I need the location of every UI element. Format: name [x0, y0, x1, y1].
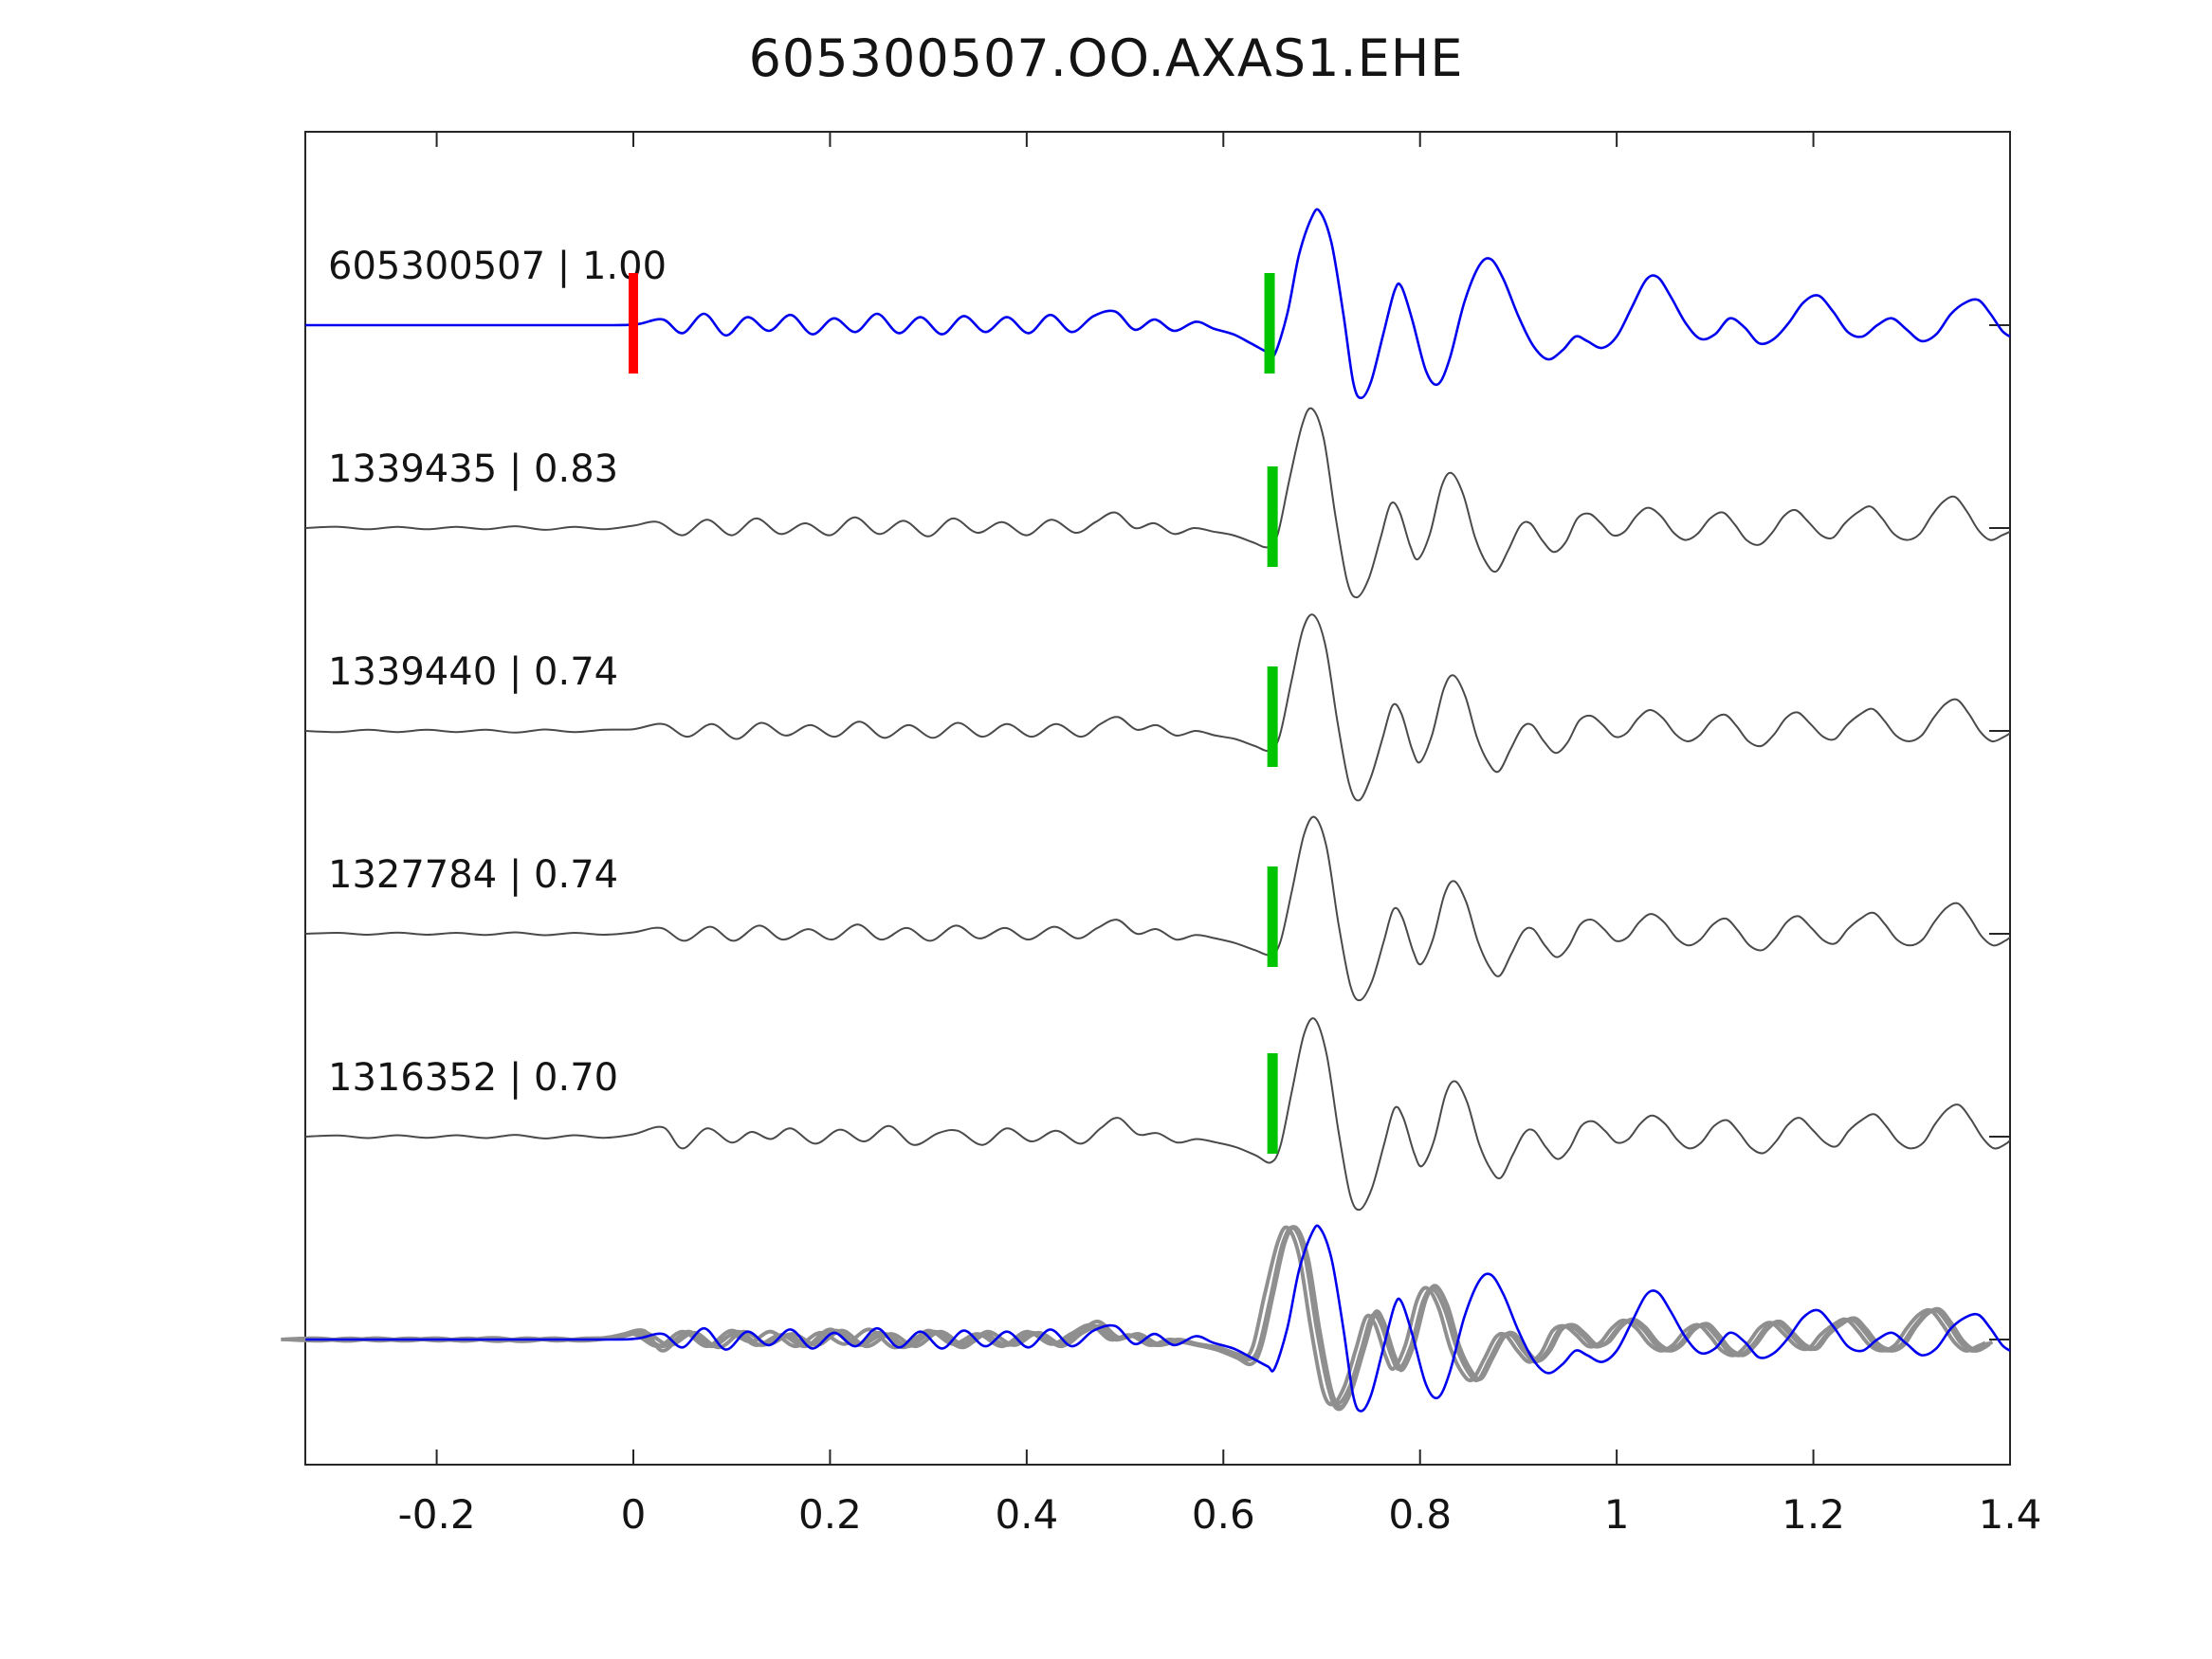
overlay-target-waveform-605300507	[305, 1224, 2011, 1413]
overlay-template-waveform-1316352	[285, 1225, 1992, 1412]
trace-waveform-1339435	[305, 407, 2011, 599]
x-tick-label: 1.4	[1979, 1491, 2042, 1538]
trace-label-1316352: 1316352 | 0.70	[328, 1056, 619, 1100]
plot-frame	[304, 131, 2011, 1466]
overlay-template-waveform-1339440	[287, 1225, 1994, 1409]
x-tick-label: 1.2	[1782, 1491, 1845, 1538]
overlay-template-waveform-1327784	[283, 1225, 1990, 1406]
overlay-template-waveform-1339435	[281, 1225, 1986, 1407]
trace-waveform-605300507	[305, 208, 2011, 400]
x-tick-label: 1	[1604, 1491, 1630, 1538]
figure-title: 605300507.OO.AXAS1.EHE	[748, 28, 1464, 88]
x-tick-label: -0.2	[398, 1491, 476, 1538]
x-tick-label: 0.4	[995, 1491, 1058, 1538]
trace-waveform-1339440	[305, 613, 2011, 802]
x-tick-label: 0.2	[798, 1491, 862, 1538]
trace-waveform-1316352	[305, 1017, 2011, 1212]
x-tick-label: 0	[621, 1491, 647, 1538]
x-tick-label: 0.8	[1388, 1491, 1452, 1538]
x-tick-label: 0.6	[1192, 1491, 1255, 1538]
trace-label-605300507: 605300507 | 1.00	[328, 245, 667, 288]
trace-label-1327784: 1327784 | 0.74	[328, 853, 619, 897]
trace-label-1339435: 1339435 | 0.83	[328, 447, 619, 491]
trace-label-1339440: 1339440 | 0.74	[328, 650, 619, 694]
trace-waveform-1327784	[305, 815, 2011, 1002]
